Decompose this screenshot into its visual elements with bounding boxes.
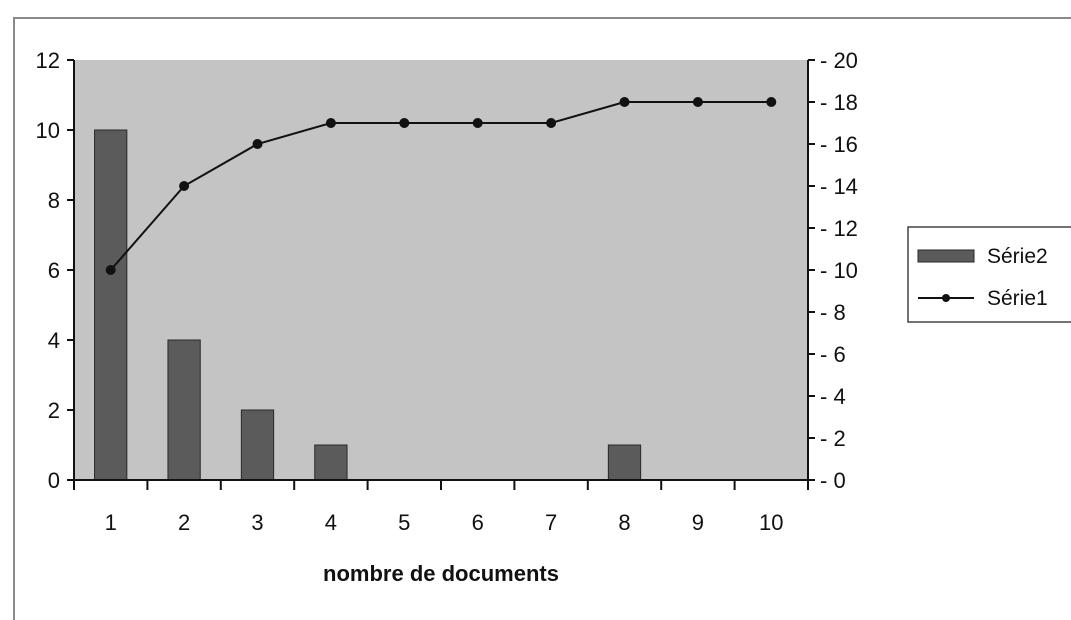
x-tick-label-1: 1 [105, 510, 117, 535]
legend-label-serie2: Série2 [987, 245, 1048, 268]
bar-3 [240, 409, 275, 481]
bar-2 [167, 339, 201, 481]
right-y-tick-label: - 20 [820, 48, 858, 73]
legend-label-serie1: Série1 [987, 287, 1048, 310]
legend-marker-serie1 [942, 294, 950, 302]
x-tick-label-2: 2 [178, 510, 190, 535]
x-tick-label-3: 3 [251, 510, 263, 535]
right-y-tick-label: - 14 [820, 174, 858, 199]
legend-swatch-serie2 [917, 249, 975, 263]
point-serie1-7 [546, 118, 557, 128]
x-axis-label: nombre de documents [323, 561, 559, 586]
right-y-tick-label: - 6 [820, 342, 846, 367]
point-serie1-1 [105, 265, 116, 275]
right-y-tick-label: - 0 [820, 468, 846, 493]
right-y-tick-label: - 12 [820, 216, 858, 241]
bar-1 [94, 129, 128, 481]
point-serie1-3 [252, 139, 263, 149]
bar-series-group [94, 129, 642, 481]
point-serie1-4 [325, 118, 336, 128]
right-y-tick-label: - 2 [820, 426, 846, 451]
x-tick-label-6: 6 [472, 510, 484, 535]
right-y-tick-label: - 16 [820, 132, 858, 157]
right-y-tick-label: - 18 [820, 90, 858, 115]
point-serie1-9 [692, 97, 703, 107]
axes-group [67, 59, 815, 490]
x-tick-label-10: 10 [759, 510, 783, 535]
point-serie1-5 [399, 118, 410, 128]
bar-4 [314, 444, 348, 481]
point-serie1-10 [766, 97, 777, 107]
legend-box [907, 226, 1071, 323]
point-serie1-2 [179, 181, 190, 191]
right-y-tick-label: - 8 [820, 300, 846, 325]
left-y-tick-label: 8 [48, 188, 60, 213]
right-y-tick-label: - 4 [820, 384, 846, 409]
right-y-tick-label: - 10 [820, 258, 858, 283]
line-serie1 [109, 101, 772, 271]
point-serie1-8 [619, 97, 630, 107]
left-y-tick-label: 6 [48, 258, 60, 283]
x-tick-label-5: 5 [398, 510, 410, 535]
legend: Série2 Série1 [907, 226, 1071, 323]
left-y-tick-label: 12 [36, 48, 60, 73]
x-tick-label-7: 7 [545, 510, 557, 535]
left-y-tick-label: 2 [48, 398, 60, 423]
x-tick-label-9: 9 [692, 510, 704, 535]
x-tick-label-4: 4 [325, 510, 337, 535]
bar-8 [607, 444, 642, 481]
line-series-group [105, 97, 777, 275]
left-y-tick-label: 0 [48, 468, 60, 493]
point-serie1-6 [472, 118, 483, 128]
left-y-tick-label: 4 [48, 328, 60, 353]
left-y-tick-label: 10 [36, 118, 60, 143]
x-tick-label-8: 8 [618, 510, 630, 535]
